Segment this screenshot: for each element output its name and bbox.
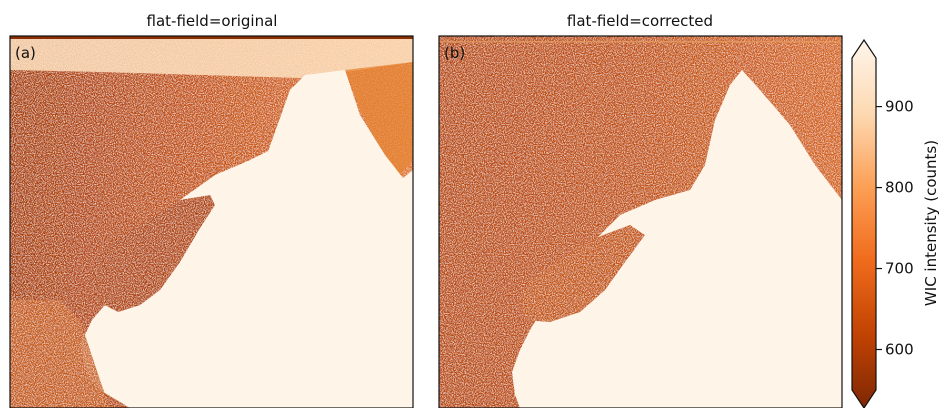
panel-b-frame [438,35,843,408]
colorbar: 600 700 800 900 [851,38,914,408]
colorbar-tick-label: 700 [885,260,914,278]
colorbar-tick-label: 600 [885,341,914,359]
panel-b-label: (b) [444,44,465,62]
colorbar-tick-label: 800 [885,179,914,197]
colorbar-body [851,38,877,408]
panel-a-label: (a) [15,44,36,62]
panel-a-title: flat-field=original [147,12,278,30]
colorbar-label: WIC intensity (counts) [922,140,940,306]
panel-b-image [439,36,842,408]
panel-b-title: flat-field=corrected [567,12,713,30]
panel-a-image [10,36,413,408]
colorbar-tick-label: 900 [885,98,914,116]
panel-a-frame [9,35,414,408]
